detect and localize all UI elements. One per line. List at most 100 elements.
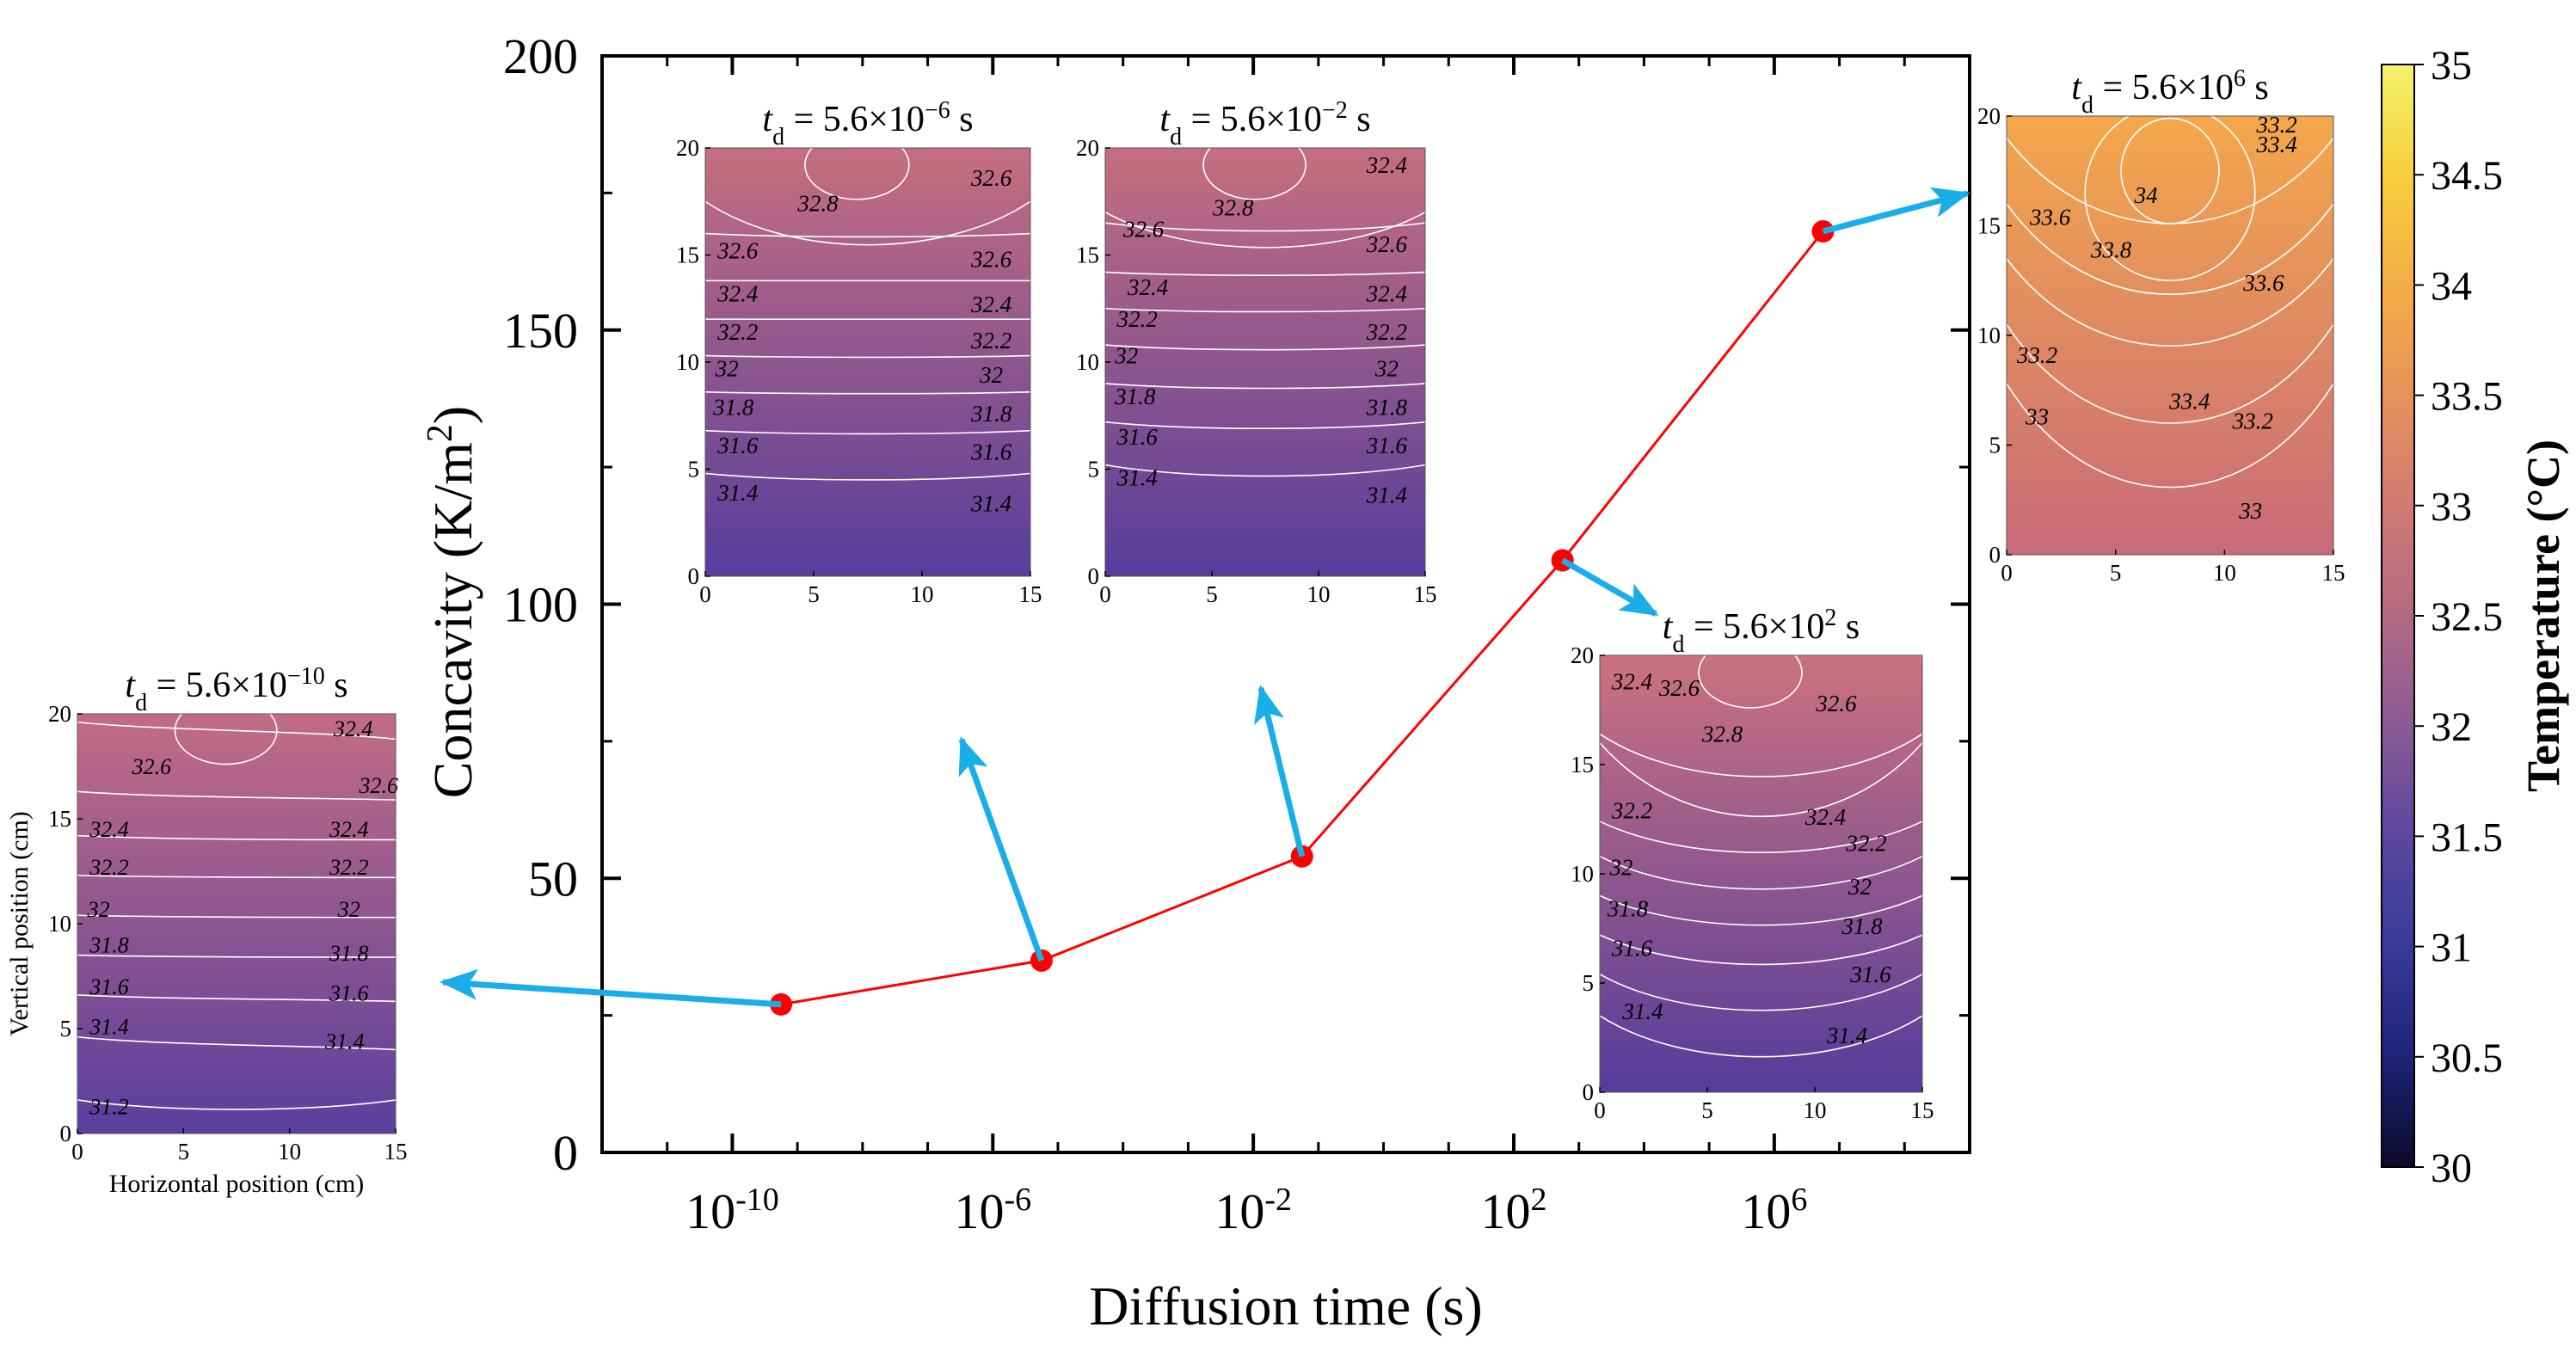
contour-label: 31.8 — [1607, 896, 1649, 922]
contour-label: 32.2 — [329, 855, 369, 880]
x-tick-label: 10-2 — [1214, 1182, 1292, 1239]
title-symbol: t — [1159, 100, 1171, 139]
contour-line — [704, 354, 1031, 359]
contour-line — [2006, 383, 2334, 489]
title-unit: s — [325, 666, 348, 705]
inset-y-tick-label: 5 — [1989, 433, 2001, 458]
inset-y-tick-label: 20 — [1977, 103, 2001, 129]
contour-label: 33.8 — [2090, 237, 2132, 263]
colorbar-tick-label: 31 — [2431, 925, 2472, 971]
colorbar-label: Temperature (°C) — [2518, 439, 2569, 792]
contour-label: 31.8 — [970, 401, 1012, 427]
inset-y-tick-label: 15 — [1977, 213, 2001, 239]
inset-x-tick-label: 15 — [384, 1139, 408, 1164]
inset-y-tick-label: 0 — [1088, 563, 1100, 589]
contour-label: 32 — [87, 897, 110, 922]
inset-4: 32.4 32.632.632.832.2 32.432.2323231.831.8… — [1571, 605, 1934, 1124]
contour-label: 33.6 — [2242, 270, 2284, 296]
contour-ellipse — [2084, 104, 2256, 282]
title-unit: s — [1836, 607, 1860, 647]
inset-x-tick-label: 10 — [2213, 560, 2236, 586]
contour-line — [77, 1035, 397, 1051]
y-tick-label: 100 — [503, 577, 578, 633]
main-x-ticks: 10-10 10-6 10-2 102 106 — [600, 56, 1971, 1239]
contour-line — [1599, 1015, 1923, 1058]
title-exponent: −10 — [287, 663, 325, 690]
contour-label: 33 — [2238, 498, 2262, 524]
inset-x-tick-label: 10 — [1804, 1097, 1827, 1123]
contour-line — [1104, 383, 1426, 390]
contour-line — [704, 200, 1031, 246]
contour-line — [77, 721, 397, 740]
contour-line — [77, 914, 397, 919]
y-tick-label: 150 — [503, 303, 578, 359]
inset-x-tick-label: 5 — [178, 1139, 190, 1164]
inset-1: 32.6 32.4 32.6 32.4 32.4 32.2 32.2 32 32 31.8 31.8… — [5, 663, 408, 1199]
contour-label: 31.6 — [716, 433, 759, 458]
contour-label: 32.4 — [716, 280, 758, 306]
x-tick-exponent: 6 — [1791, 1182, 1807, 1218]
inset-x-tick-label: 0 — [71, 1139, 83, 1164]
inset-arrow — [1560, 557, 1659, 618]
contour-label: 32 — [1114, 343, 1138, 369]
inset-x-tick-label: 5 — [1206, 581, 1218, 607]
contour-line — [1104, 464, 1426, 477]
contour-label: 32 — [1609, 854, 1633, 880]
inset-y-tick-label: 0 — [1989, 542, 2001, 568]
contour-label: 32.4 — [1366, 152, 1407, 178]
x-tick-label: 10-10 — [685, 1182, 779, 1239]
contour-line — [77, 875, 397, 879]
inset-2: 32.8 32.6 32.6 32.6 32.4 32.4 32.2 32.2 32 32 31.8… — [676, 97, 1042, 608]
contour-label: 33 — [2025, 403, 2049, 429]
inset-y-tick-label: 0 — [688, 563, 700, 589]
x-tick-exponent: -2 — [1264, 1182, 1292, 1218]
contour-label: 31.6 — [89, 974, 129, 999]
contour-label: 32.4 — [89, 817, 129, 842]
title-prefix: = 5.6×10 — [147, 666, 287, 705]
y-tick-label: 50 — [528, 851, 578, 906]
y-tick-label: 200 — [503, 28, 578, 84]
inset-x-tick-label: 10 — [911, 581, 934, 607]
x-tick-base: 10 — [1481, 1183, 1531, 1239]
contour-line — [1599, 820, 1923, 854]
contour-label: 32.6 — [1366, 231, 1408, 257]
inset-x-tick-label: 10 — [1307, 581, 1331, 607]
inset-title: td = 5.6×10−2 s — [1159, 97, 1370, 151]
title-subscript: d — [135, 690, 147, 716]
x-tick-base: 10 — [685, 1183, 735, 1239]
contour-label: 31.4 — [1366, 482, 1407, 507]
contour-line — [1599, 855, 1923, 890]
inset-x-tick-label: 0 — [1594, 1097, 1606, 1123]
title-prefix: = 5.6×10 — [784, 100, 925, 139]
inset-y-tick-label: 15 — [1076, 243, 1099, 268]
contour-label: 32 — [715, 355, 739, 381]
contour-label: 31.4 — [1621, 999, 1663, 1024]
inset-x-tick-label: 15 — [2322, 560, 2345, 586]
colorbar: 30 30.5 31 31.5 32 32.5 33 33.5 34 34.5 35 Tempera… — [2381, 43, 2569, 1191]
contour-label: 31.4 — [1826, 1023, 1867, 1048]
inset-x-tick-label: 0 — [2001, 560, 2013, 586]
contour-line — [1599, 733, 1923, 777]
inset-y-axis-label: Vertical position (cm) — [5, 811, 34, 1036]
contour-line — [1104, 421, 1426, 429]
contour-label: 31.8 — [712, 394, 754, 420]
inset-heatmap — [705, 148, 1030, 576]
contour-ellipse — [1202, 130, 1306, 200]
inset-y-tick-label: 15 — [676, 243, 699, 268]
contour-label: 31.8 — [1366, 394, 1408, 420]
colorbar-tick-label: 35 — [2431, 43, 2472, 89]
contour-label: 32.4 — [1127, 274, 1168, 300]
inset-heatmap — [77, 714, 396, 1134]
contour-label: 32.2 — [1845, 830, 1886, 856]
colorbar-tick-label: 32.5 — [2431, 594, 2503, 640]
inset-y-tick-label: 20 — [1076, 135, 1099, 161]
inset-y-tick-label: 20 — [676, 135, 699, 161]
title-unit: s — [950, 100, 974, 139]
contour-line — [1104, 344, 1426, 351]
contour-line — [704, 391, 1031, 395]
inset-y-tick-label: 10 — [48, 911, 71, 937]
inset-x-tick-label: 0 — [699, 581, 711, 607]
contour-label: 31.4 — [89, 1015, 129, 1040]
